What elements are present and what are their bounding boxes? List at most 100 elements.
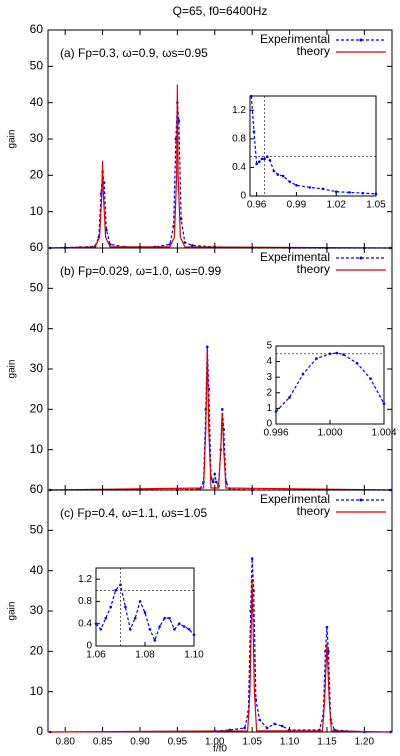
- inset-y-tick-label: 1.2: [78, 574, 92, 585]
- inset-point: [168, 616, 171, 620]
- data-point: [205, 345, 209, 349]
- data-point: [243, 726, 246, 730]
- inset-x-tick-label: 1.10: [184, 650, 204, 661]
- y-tick-label: 50: [30, 523, 44, 537]
- inset-point: [315, 357, 318, 360]
- inset-point: [308, 186, 311, 189]
- inset-point: [301, 372, 305, 376]
- inset: 0 1 2 3 4 5 0.996 1.000 1.004: [263, 341, 396, 439]
- y-tick-label: 10: [30, 684, 44, 698]
- panel: 10 20 30 40 50 60 gain (a) Fp=0.3, ω=0.9, ωs=0.…: [7, 22, 393, 250]
- inset-point: [265, 155, 269, 159]
- inset-x-tick-label: 0.99: [287, 200, 307, 211]
- inset-y-tick-label: 5: [266, 341, 272, 352]
- legend-label: theory: [297, 262, 330, 276]
- inset-point: [272, 169, 276, 173]
- inset-y-tick-label: 2: [266, 387, 272, 398]
- data-line: [50, 578, 391, 733]
- inset-frame: [275, 345, 385, 425]
- data-point: [280, 724, 284, 728]
- y-tick-label: 50: [30, 281, 44, 295]
- y-tick-label: 60: [30, 22, 44, 36]
- inset-x-tick-label: 0.996: [263, 428, 288, 439]
- y-tick-label: 50: [30, 59, 44, 73]
- data-point: [191, 244, 194, 247]
- inset-point: [328, 352, 332, 356]
- y-tick-label: 40: [30, 95, 44, 109]
- inset-point: [192, 633, 196, 637]
- x-tick-label: 0.90: [130, 737, 150, 748]
- inset-point: [260, 157, 264, 161]
- inset-point: [355, 361, 359, 365]
- inset-y-tick-label: 0: [86, 641, 92, 652]
- data-point: [213, 472, 217, 476]
- inset-y-tick-label: 0.4: [78, 618, 92, 629]
- inset-point: [163, 616, 166, 620]
- inset-point: [138, 600, 142, 603]
- y-tick-label: 60: [30, 482, 44, 496]
- legend-label: Experimental: [260, 492, 330, 506]
- inset-point: [255, 162, 258, 166]
- inset-point: [276, 173, 280, 176]
- inset-frame: [95, 567, 195, 647]
- inset-point: [382, 402, 386, 406]
- annotation: (a) Fp=0.3, ω=0.9, ωs=0.95: [60, 46, 208, 60]
- legend-marker: [359, 38, 363, 42]
- inset-point: [288, 180, 292, 184]
- data-point: [179, 217, 183, 221]
- inset-frame: [249, 95, 377, 197]
- inset-point: [143, 611, 147, 614]
- x-tick-label: 1.00: [205, 737, 225, 748]
- x-tick-label: 0.85: [93, 737, 113, 748]
- data-point: [273, 722, 276, 726]
- inset-point: [335, 351, 339, 355]
- inset-point: [250, 94, 253, 98]
- inset-point: [104, 616, 108, 620]
- inset-point: [109, 605, 112, 609]
- legend-label: Experimental: [260, 250, 330, 264]
- inset-point: [178, 622, 181, 626]
- inset-point: [288, 396, 291, 399]
- figure-title: Q=65, f0=6400Hz: [173, 4, 268, 18]
- inset: 0 0.4 0.8 1.2 0.96 0.99 1.02 1.05: [232, 94, 386, 211]
- legend-label: theory: [297, 504, 330, 518]
- inset-point: [124, 605, 127, 609]
- inset-y-tick-label: 0: [266, 419, 272, 430]
- inset-y-tick-label: 0: [240, 191, 246, 202]
- x-tick-label: 1.20: [355, 737, 375, 748]
- data-point: [258, 718, 261, 722]
- inset-y-tick-label: 0.8: [78, 596, 92, 607]
- legend-label: theory: [297, 44, 330, 58]
- y-tick-label: 40: [30, 563, 44, 577]
- y-tick-label: 0: [36, 724, 43, 738]
- inset-y-tick-label: 0.4: [232, 162, 246, 173]
- legend-label: Experimental: [260, 32, 330, 46]
- inset-point: [173, 627, 176, 631]
- x-tick-label: 1.05: [242, 737, 262, 748]
- inset-x-tick-label: 1.08: [135, 650, 155, 661]
- y-tick-label: 20: [30, 168, 44, 182]
- data-point: [183, 241, 187, 244]
- inset-point: [342, 353, 345, 356]
- inset-point: [94, 622, 98, 626]
- y-tick-label: 60: [30, 240, 44, 254]
- inset-y-tick-label: 1: [266, 403, 272, 414]
- y-tick-label: 40: [30, 321, 44, 335]
- inset-point: [99, 627, 103, 631]
- inset-point: [295, 183, 298, 187]
- inset-x-tick-label: 1.05: [366, 200, 386, 211]
- inset-x-tick-label: 1.06: [86, 650, 106, 661]
- annotation: (c) Fp=0.4, ω=1.1, ωs=1.05: [60, 506, 207, 520]
- data-point: [325, 625, 329, 629]
- data-point: [214, 480, 218, 484]
- data-point: [220, 408, 224, 411]
- data-point: [265, 726, 269, 730]
- x-tick-label: 1.15: [317, 737, 337, 748]
- x-axis-label: f/f0: [213, 744, 227, 755]
- inset-point: [263, 157, 266, 161]
- data-point: [250, 557, 254, 560]
- legend-marker: [359, 498, 363, 502]
